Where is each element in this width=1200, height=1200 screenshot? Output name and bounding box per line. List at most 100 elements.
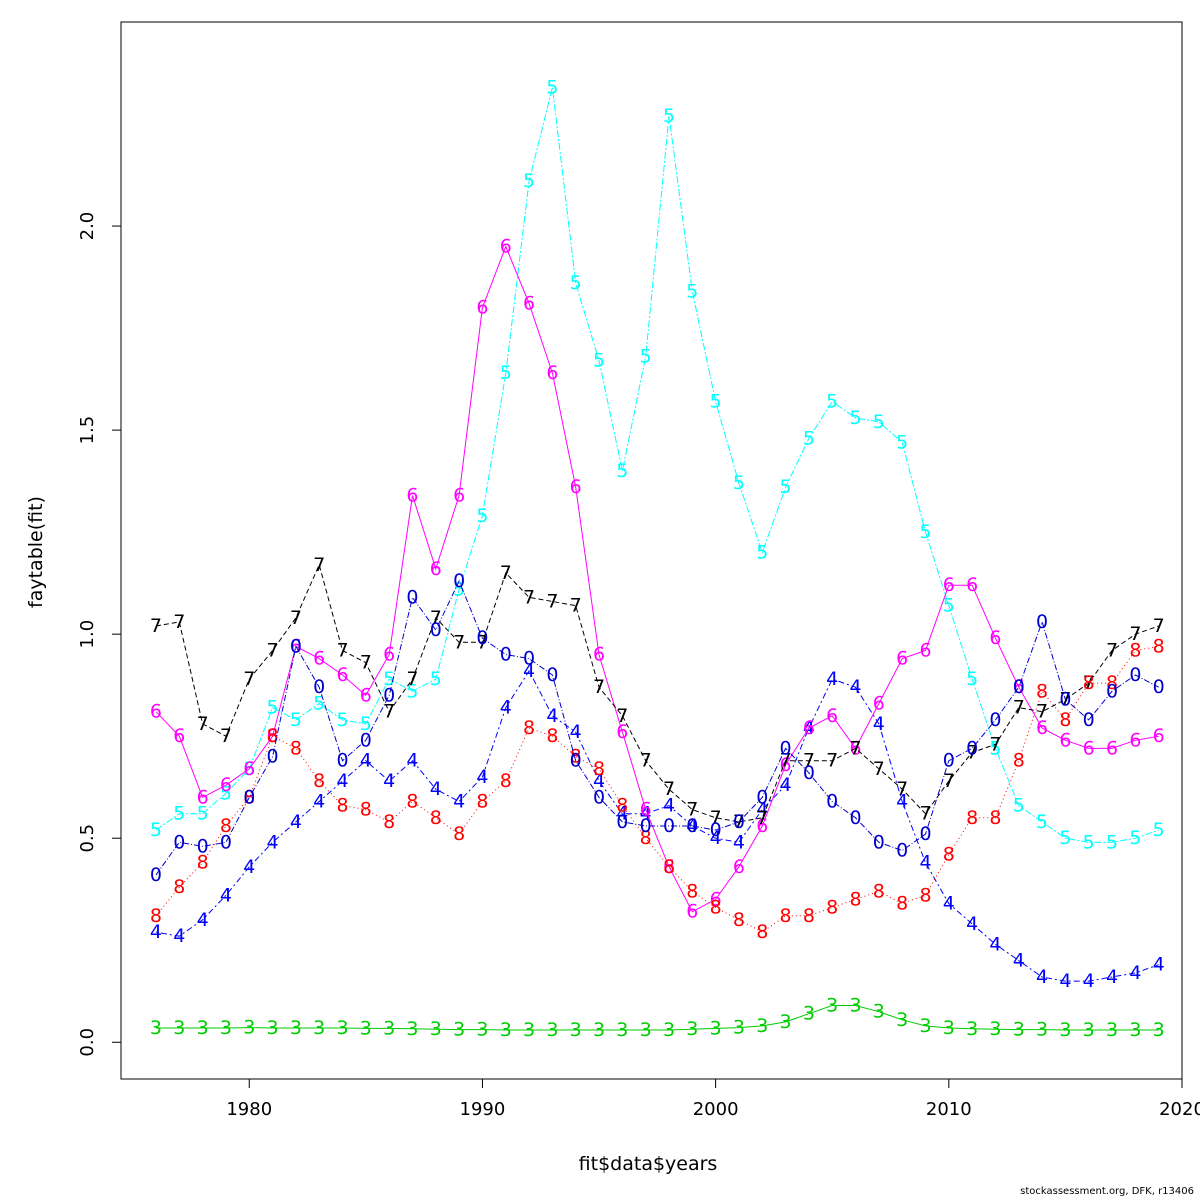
x-tick-label: 1980: [226, 1099, 272, 1120]
data-point: 7: [896, 778, 908, 800]
data-point: 7: [453, 631, 465, 653]
data-point: 4: [570, 721, 582, 743]
x-axis: 1980 1990 2000 2010 2020: [226, 1078, 1200, 1120]
data-point: 7: [150, 615, 162, 637]
data-point: 4: [220, 884, 232, 906]
data-point: 8: [500, 770, 512, 792]
x-tick-label: 2000: [693, 1099, 739, 1120]
data-point: 4: [267, 831, 279, 853]
series-line-4: [155, 669, 1159, 982]
x-tick-label: 2010: [926, 1099, 972, 1120]
data-point: 4: [873, 713, 885, 735]
data-point: 7: [756, 807, 768, 829]
y-axis: 0.0 0.5 1.0 1.5 2.0: [77, 212, 122, 1057]
data-point: 0: [173, 831, 185, 853]
data-point: 6: [966, 574, 978, 596]
data-point: 4: [663, 795, 675, 817]
data-point: 0: [686, 815, 698, 837]
data-point: 3: [290, 1017, 302, 1039]
footer-credit: stockassessment.org, DFK, r13406: [1020, 1186, 1194, 1197]
data-point: 6: [173, 725, 185, 747]
data-point: 3: [453, 1019, 465, 1041]
data-point: 5: [966, 668, 978, 690]
data-point: 3: [873, 1001, 885, 1023]
data-point: 5: [896, 431, 908, 453]
data-point: 0: [1083, 709, 1095, 731]
data-point: 3: [640, 1019, 652, 1041]
data-point: 5: [616, 460, 628, 482]
data-point: 0: [780, 737, 792, 759]
data-point: 7: [640, 750, 652, 772]
data-point: 0: [943, 750, 955, 772]
data-point: 4: [150, 921, 162, 943]
data-point: 5: [640, 346, 652, 368]
data-point: 6: [663, 856, 675, 878]
data-point: 8: [1013, 750, 1025, 772]
data-point: 8: [383, 811, 395, 833]
data-point: 5: [849, 407, 861, 429]
data-point: 6: [1153, 725, 1165, 747]
data-point: 7: [523, 586, 535, 608]
plot-frame: [120, 21, 1183, 1080]
data-point: 0: [570, 750, 582, 772]
data-point: 3: [150, 1017, 162, 1039]
data-point: 7: [313, 554, 325, 576]
data-point: 5: [1036, 811, 1048, 833]
data-point: 3: [710, 1017, 722, 1039]
data-point: 0: [500, 644, 512, 666]
data-point: 4: [290, 811, 302, 833]
data-point: 7: [1106, 639, 1118, 661]
data-point: 5: [500, 362, 512, 384]
data-point: 3: [523, 1019, 535, 1041]
data-point: 8: [640, 827, 652, 849]
data-point: 3: [1059, 1019, 1071, 1041]
data-point: 7: [1013, 697, 1025, 719]
data-point: 7: [1129, 623, 1141, 645]
data-point: 4: [430, 778, 442, 800]
data-point: 3: [546, 1019, 558, 1041]
data-point: 5: [197, 803, 209, 825]
data-point: 6: [1106, 737, 1118, 759]
data-point: 5: [1153, 819, 1165, 841]
data-point: 5: [1013, 795, 1025, 817]
data-point: 6: [989, 627, 1001, 649]
data-point: 7: [943, 770, 955, 792]
data-point: 0: [1013, 676, 1025, 698]
data-point: 3: [336, 1017, 348, 1039]
data-point: 0: [243, 786, 255, 808]
y-tick-label: 0.5: [77, 824, 98, 853]
data-point: 8: [430, 807, 442, 829]
data-point: 4: [943, 893, 955, 915]
data-point: 0: [406, 586, 418, 608]
data-point: 0: [1036, 611, 1048, 633]
data-point: 4: [197, 909, 209, 931]
data-point: 3: [826, 995, 838, 1017]
data-point: 4: [360, 750, 372, 772]
data-point: 8: [989, 807, 1001, 829]
x-tick-label: 2020: [1159, 1099, 1200, 1120]
data-point: 5: [570, 272, 582, 294]
data-point: 5: [826, 391, 838, 413]
data-point: 6: [406, 484, 418, 506]
data-point: 3: [896, 1009, 908, 1031]
data-point: 6: [896, 648, 908, 670]
data-point: 7: [290, 607, 302, 629]
data-point: 7: [220, 725, 232, 747]
data-point: 6: [686, 901, 698, 923]
data-point: 0: [896, 839, 908, 861]
data-point: 6: [220, 774, 232, 796]
data-point: 8: [826, 897, 838, 919]
data-point: 0: [290, 635, 302, 657]
data-point: 7: [686, 799, 698, 821]
data-point: 3: [616, 1019, 628, 1041]
data-point: 8: [1083, 672, 1095, 694]
data-point: 8: [919, 884, 931, 906]
data-point: 6: [1083, 737, 1095, 759]
data-point: 7: [919, 803, 931, 825]
data-point: 5: [406, 680, 418, 702]
data-point: 5: [686, 280, 698, 302]
data-point: 3: [267, 1017, 279, 1039]
